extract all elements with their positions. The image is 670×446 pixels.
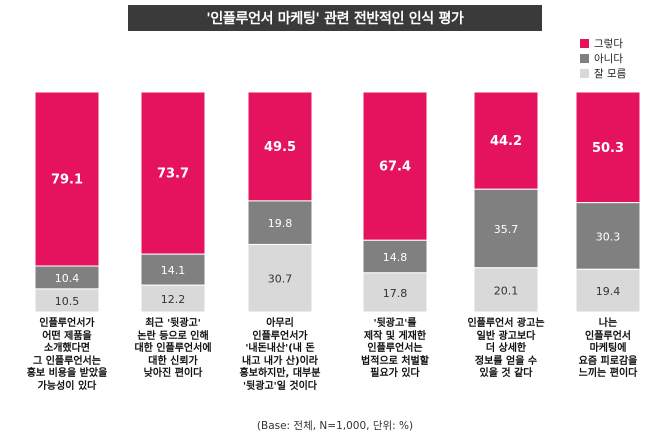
category-label-line: 정보를 얻을 수 <box>474 355 538 367</box>
category-label-line: 대한 신뢰가 <box>148 355 198 367</box>
data-label-unsure-1: 10.5 <box>55 295 80 308</box>
data-label-unsure-5: 20.1 <box>494 284 519 297</box>
category-label-6: 나는 인플루언서 마케팅에 요즘 피로감을 느끼는 편이다 <box>558 318 658 381</box>
bar-segment-unsure-4 <box>362 272 428 313</box>
category-label-5: 인플루언서 광고는 일반 광고보다 더 상세한 정보를 얻을 수 있을 것 같다 <box>456 318 556 381</box>
category-label-3: 아무리 인플루언서가 '내돈내산'(내 돈 내고 내가 산)이라 홍보하지만, 대부분 '… <box>230 318 330 393</box>
bar-segment-no-5 <box>473 188 539 269</box>
category-label-line: 인플루언서 <box>585 330 631 342</box>
data-label-no-5: 35.7 <box>494 223 519 236</box>
bar-segment-no-6 <box>575 202 641 270</box>
category-label-line: 대한 인플루언서에 <box>134 343 212 354</box>
data-label-yes-4: 67.4 <box>379 160 411 175</box>
bar-segment-no-4 <box>362 239 428 274</box>
category-label-1: 인플루언서가 어떤 제품을 소개했다면 그 인플루언서는 홍보 비용을 받았을 가능성이 … <box>17 318 117 393</box>
bar-segment-no-2 <box>140 253 206 286</box>
category-label-line: 필요가 있다 <box>370 368 420 379</box>
bar-segment-no-3 <box>247 200 313 245</box>
category-label-line: 나는 <box>598 318 618 329</box>
legend-item-unsure: 잘 모름 <box>580 66 626 81</box>
category-label-line: 인플루언서는 <box>367 343 423 354</box>
footnote: (Base: 전체, N=1,000, 단위: %) <box>256 420 414 432</box>
category-label-line: 느끼는 편이다 <box>578 368 638 379</box>
legend-label-yes: 그렇다 <box>594 38 623 50</box>
category-label-line: 인플루언서가 <box>39 318 95 329</box>
category-label-line: 일반 광고보다 <box>476 330 536 342</box>
bar-segment-unsure-5 <box>473 267 539 313</box>
data-label-no-4: 14.8 <box>383 251 408 264</box>
data-label-no-2: 14.1 <box>161 264 186 277</box>
category-label-line: 어떤 제품을 <box>42 330 92 342</box>
data-label-unsure-4: 17.8 <box>383 287 408 300</box>
bar-segment-yes-3 <box>247 91 313 202</box>
category-label-line: 법적으로 처벌할 <box>361 355 429 367</box>
category-label-line: 홍보 비용을 받았을 <box>26 368 108 379</box>
bar-segment-yes-1 <box>34 91 100 267</box>
category-label-line: 아무리 <box>266 318 294 329</box>
bar-segment-unsure-3 <box>247 243 313 313</box>
category-label-line: 내고 내가 산)이라 <box>242 355 318 367</box>
data-label-no-3: 19.8 <box>268 217 293 230</box>
data-label-yes-2: 73.7 <box>157 167 189 182</box>
legend-label-unsure: 잘 모름 <box>594 68 627 80</box>
data-label-unsure-6: 19.4 <box>596 285 621 298</box>
category-label-line: 더 상세한 <box>485 343 527 354</box>
data-label-yes-6: 50.3 <box>592 141 624 156</box>
legend-item-no: 아니다 <box>580 51 626 66</box>
data-label-yes-5: 44.2 <box>490 134 522 149</box>
category-label-line: '뒷광고'일 것이다 <box>242 380 317 392</box>
category-label-line: 논란 등으로 인해 <box>137 330 209 342</box>
legend-item-yes: 그렇다 <box>580 36 626 51</box>
bar-segment-unsure-1 <box>34 288 100 313</box>
legend-swatch-no <box>580 54 589 63</box>
category-label-line: 제작 및 게재한 <box>363 330 427 342</box>
category-label-line: 인플루언서 광고는 <box>467 318 545 329</box>
bar-segment-unsure-2 <box>140 284 206 313</box>
legend-label-no: 아니다 <box>594 53 623 65</box>
bar-segment-yes-4 <box>362 91 428 241</box>
category-label-line: 최근 '뒷광고' <box>145 318 201 329</box>
legend-swatch-yes <box>580 39 589 48</box>
category-label-line: 가능성이 있다 <box>37 380 97 392</box>
data-label-yes-1: 79.1 <box>51 173 83 188</box>
category-label-line: 있을 것 같다 <box>479 368 533 379</box>
category-label-line: '뒷광고'를 <box>373 318 417 329</box>
category-label-line: 낮아진 편이다 <box>143 368 203 379</box>
category-label-4: '뒷광고'를 제작 및 게재한 인플루언서는 법적으로 처벌할 필요가 있다 <box>345 318 445 381</box>
legend-swatch-unsure <box>580 69 589 78</box>
category-label-line: 소개했다면 <box>44 343 90 354</box>
category-label-line: 그 인플루언서는 <box>33 355 101 367</box>
bar-segment-yes-6 <box>575 91 641 204</box>
category-label-line: 요즘 피로감을 <box>578 355 638 367</box>
category-label-line: 홍보하지만, 대부분 <box>239 368 321 379</box>
legend: 그렇다 아니다 잘 모름 <box>580 36 626 81</box>
data-label-no-6: 30.3 <box>596 230 621 243</box>
bar-segment-unsure-6 <box>575 268 641 313</box>
category-label-line: '내돈내산'(내 돈 <box>245 343 315 354</box>
category-label-line: 인플루언서가 <box>252 330 308 342</box>
data-label-unsure-3: 30.7 <box>268 273 293 286</box>
data-label-no-1: 10.4 <box>55 272 80 285</box>
category-label-line: 마케팅에 <box>589 343 627 354</box>
chart-title: '인플루언서 마케팅' 관련 전반적인 인식 평가 <box>128 5 542 31</box>
category-label-2: 최근 '뒷광고' 논란 등으로 인해 대한 인플루언서에 대한 신뢰가 낮아진 편이다 <box>123 318 223 381</box>
data-label-yes-3: 49.5 <box>264 140 296 155</box>
data-label-unsure-2: 12.2 <box>161 293 186 306</box>
